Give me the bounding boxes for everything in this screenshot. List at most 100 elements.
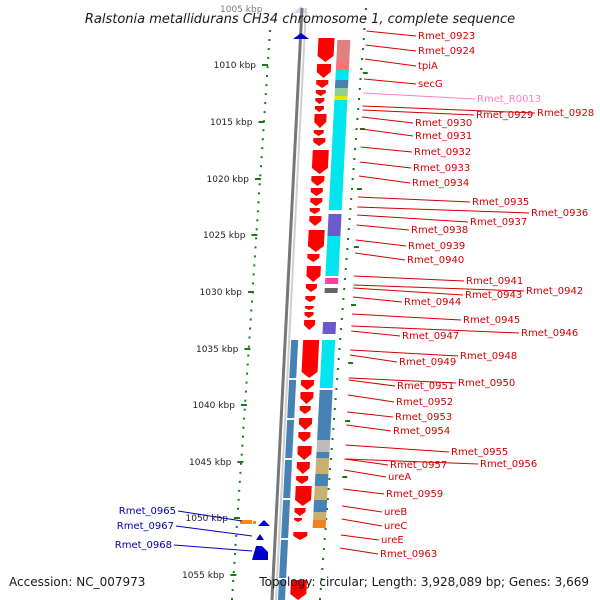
gc-dot-left [237, 498, 240, 501]
gene-label-right: Rmet_0938 [411, 225, 468, 236]
gc-dot-left [235, 525, 238, 528]
gc-dot-right [328, 478, 331, 480]
cog-block [327, 214, 342, 236]
cog-block [334, 80, 349, 88]
label-connector [364, 58, 417, 67]
gc-dot-left [250, 309, 253, 312]
gc-dot-left [231, 589, 234, 591]
gene-label-right: Rmet_0963 [380, 549, 437, 560]
scale-label: 1020 kbp [207, 175, 250, 185]
gene-arrow-blue [252, 546, 268, 560]
gene-arrow [307, 230, 325, 252]
label-connector [342, 505, 383, 513]
gc-dot-right [344, 268, 347, 270]
cog-block [281, 500, 291, 538]
cog-block [334, 88, 348, 96]
gene-arrow [300, 392, 314, 404]
cog-block [287, 380, 297, 418]
gc-dot-right [319, 588, 322, 590]
gc-dot-right [364, 18, 367, 20]
gene-label-right: ureB [384, 507, 407, 518]
gc-dot-right [323, 538, 326, 540]
label-connector [340, 547, 379, 555]
label-connector [347, 394, 395, 403]
gc-dot-left [239, 471, 242, 474]
gc-dot-left [255, 237, 258, 240]
label-connector [365, 44, 417, 52]
cog-block [314, 474, 329, 486]
gene-label-right: Rmet_0954 [393, 426, 450, 437]
gene-label-right: tpiA [418, 61, 438, 72]
cog-block [335, 70, 349, 80]
gc-dot-right [341, 308, 344, 310]
gc-dot-left [231, 598, 233, 600]
gene-arrow [314, 106, 325, 112]
cog-block [315, 458, 330, 474]
gene-label-right: Rmet_0945 [463, 315, 520, 326]
gc-dot-left [268, 39, 271, 41]
label-connector [177, 510, 243, 522]
cog-block [314, 486, 328, 500]
gc-dot-right [361, 58, 364, 60]
gene-label-right: Rmet_0952 [396, 397, 453, 408]
backbone-shadow [274, 7, 307, 600]
gc-dot-left [266, 75, 268, 78]
gc-dot-right [352, 168, 355, 170]
gene-arrow [301, 340, 320, 378]
gc-dot-right [363, 28, 366, 30]
gc-dot-right [343, 278, 346, 280]
gene-arrow [311, 150, 329, 174]
gc-dot-right [332, 428, 335, 430]
gene-arrow [298, 432, 311, 442]
gc-dot-right [357, 108, 360, 110]
gc-dot-right [354, 138, 357, 140]
gc-dot-right [325, 518, 328, 520]
label-connector [349, 354, 398, 363]
label-connector [355, 239, 407, 247]
gene-label-left: Rmet_0967 [117, 521, 174, 532]
label-connector [352, 296, 403, 303]
cog-block [336, 40, 351, 62]
gc-dot-left [264, 102, 267, 105]
gene-label-right: Rmet_0931 [415, 131, 472, 142]
gene-arrow-blue [258, 520, 270, 526]
gene-label-right: Rmet_0955 [451, 447, 508, 458]
feature-layer [240, 33, 351, 600]
label-connector [173, 544, 253, 552]
cog-block [283, 460, 293, 498]
gc-dot-right [349, 208, 352, 210]
gene-arrow-blue [256, 534, 264, 540]
gene-arrow [296, 462, 310, 474]
cog-block [312, 520, 327, 528]
cog-block [285, 420, 295, 458]
label-connector [348, 377, 457, 384]
gene-arrow [299, 406, 311, 414]
gene-orange [253, 521, 256, 524]
label-connector [353, 287, 464, 296]
gc-dot-left [247, 345, 250, 348]
label-connector [340, 534, 380, 541]
gene-arrow [304, 312, 314, 318]
gc-tick-right [362, 72, 368, 74]
gene-label-right: Rmet_0932 [414, 147, 471, 158]
cog-block [324, 288, 338, 293]
gc-dot-left [233, 561, 236, 564]
gc-dot-right [345, 258, 348, 260]
cog-block [313, 500, 328, 512]
gc-tick-right [356, 188, 362, 190]
gc-dot-right [353, 158, 356, 160]
gc-dot-right [358, 88, 361, 90]
gene-label-right: ureE [381, 535, 404, 546]
gc-dot-right [340, 318, 343, 320]
scale-label: 1055 kbp [182, 571, 225, 581]
map-background-layer: 1005 kbp 1010 kbp 1015 kbp 1020 kbp 1025 kbp… [182, 5, 368, 600]
gc-dot-right [319, 598, 321, 600]
label-connector [361, 116, 414, 124]
gene-label-right: Rmet_0943 [465, 290, 522, 301]
gc-dot-left [256, 219, 259, 222]
gc-dot-left [235, 534, 238, 537]
gc-dot-right [329, 458, 332, 460]
gene-arrow [316, 64, 332, 78]
scale-label: 1010 kbp [214, 61, 257, 71]
gc-dot-left [241, 444, 244, 447]
